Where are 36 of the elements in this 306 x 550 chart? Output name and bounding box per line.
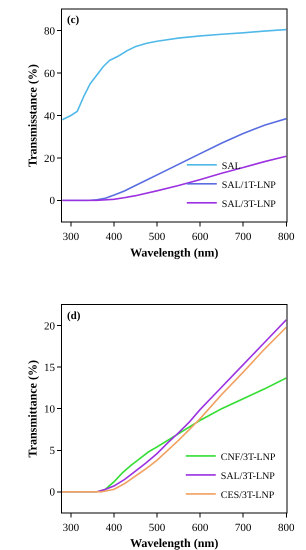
annotation: (c) bbox=[67, 14, 80, 26]
legend-label: SAL/3T-LNP bbox=[222, 198, 276, 210]
x-tick-label: 400 bbox=[106, 522, 123, 534]
legend-label: SAL/3T-LNP bbox=[220, 470, 276, 482]
x-tick-label: 700 bbox=[234, 230, 252, 243]
y-tick-label: 80 bbox=[44, 26, 56, 38]
legend-label: CNF/3T-LNP bbox=[220, 452, 276, 463]
x-tick-label: 700 bbox=[234, 522, 252, 534]
y-tick-label: 10 bbox=[44, 404, 56, 416]
y-tick-label: 40 bbox=[44, 110, 56, 122]
y-tick-label: 20 bbox=[44, 320, 56, 332]
legend-label: SAL/1T-LNP bbox=[222, 180, 276, 191]
x-tick-label: 500 bbox=[148, 522, 166, 534]
x-tick-label: 800 bbox=[278, 230, 296, 243]
x-tick-label: 600 bbox=[192, 230, 209, 243]
annotation: (d) bbox=[67, 310, 81, 322]
y-tick-label: 15 bbox=[44, 362, 56, 374]
x-tick-label: 300 bbox=[62, 522, 80, 534]
y-tick-label: 0 bbox=[50, 486, 56, 499]
x-tick-label: 800 bbox=[278, 522, 296, 534]
y-tick-label: 60 bbox=[44, 68, 56, 80]
x-axis-title: Wavelength (nm) bbox=[130, 536, 218, 550]
line-series bbox=[62, 155, 286, 202]
x-tick-label: 600 bbox=[192, 522, 209, 534]
x-tick-label: 400 bbox=[106, 230, 123, 243]
x-tick-label: 300 bbox=[62, 230, 80, 243]
y-tick-label: 0 bbox=[50, 195, 56, 208]
x-axis-title: Wavelength (nm) bbox=[130, 246, 218, 260]
x-tick-label: 500 bbox=[148, 230, 166, 243]
y-axis-title: Transmittance (%) bbox=[25, 360, 40, 458]
legend-label: CES/3T-LNP bbox=[220, 490, 275, 501]
line-series bbox=[62, 28, 286, 121]
legend-label: SAL bbox=[222, 160, 241, 172]
y-tick-label: 5 bbox=[50, 445, 56, 458]
y-tick-label: 20 bbox=[44, 152, 56, 165]
y-axis-title: Transmisstance (%) bbox=[25, 64, 40, 167]
